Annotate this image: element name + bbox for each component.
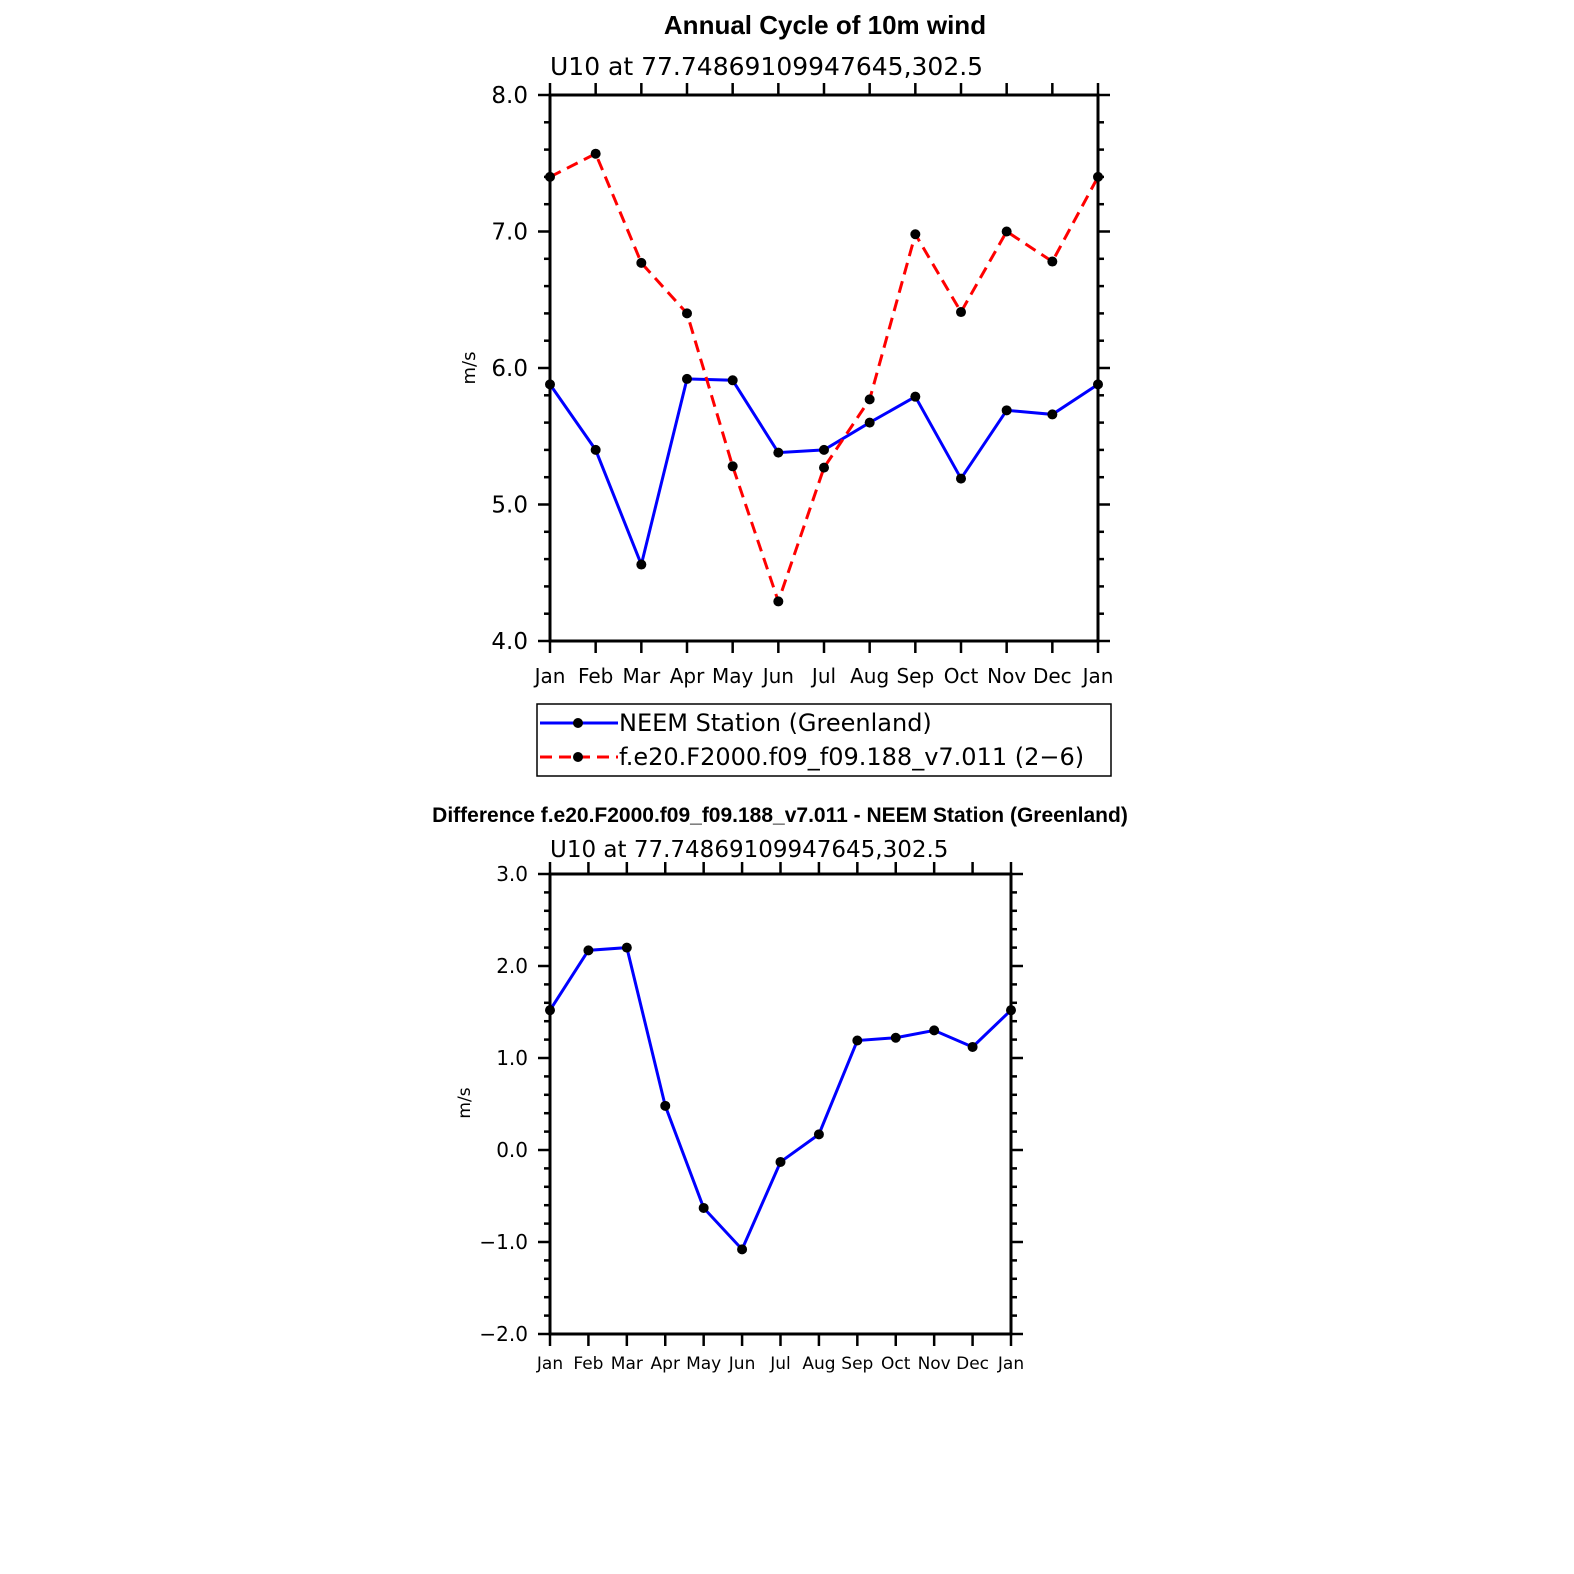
y-tick-label: 1.0 — [496, 1046, 528, 1070]
legend-label-neem: NEEM Station (Greenland) — [619, 709, 932, 737]
data-point-0 — [819, 444, 829, 455]
data-point-0 — [967, 1041, 978, 1052]
x-tick-label: Jan — [1081, 664, 1114, 688]
data-point-1 — [819, 462, 829, 473]
x-tick-label: Apr — [651, 1354, 680, 1374]
data-point-0 — [813, 1129, 824, 1140]
x-tick-label: Nov — [987, 664, 1026, 688]
chart-subtitle: U10 at 77.74869109947645,302.5 — [550, 52, 983, 81]
x-tick-labels: Jan Feb Mar Apr May Jun Jul Aug Sep Oct Nov Dec Jan — [536, 1354, 1024, 1374]
data-point-0 — [727, 375, 738, 386]
data-point-1 — [682, 308, 692, 319]
x-tick-label: May — [712, 664, 754, 688]
x-tick-label: Apr — [670, 664, 705, 688]
data-point-0 — [890, 1032, 901, 1043]
y-tick-label: 0.0 — [496, 1138, 528, 1162]
x-tick-labels: Jan Feb Mar Apr May Jun Jul Aug Sep Oct Nov Dec Jan — [533, 664, 1114, 688]
data-point-1 — [590, 148, 601, 159]
x-tick-label: Mar — [611, 1354, 643, 1374]
data-point-0 — [682, 373, 692, 384]
data-point-0 — [773, 447, 784, 458]
x-tick-label: May — [686, 1354, 721, 1374]
legend-marker-model — [573, 752, 583, 762]
y-tick-label: 7.0 — [491, 220, 528, 246]
x-tick-label: Dec — [1033, 664, 1072, 688]
series-line-1 — [549, 151, 1100, 607]
x-tick-label: Oct — [944, 664, 979, 688]
y-tick-label: 3.0 — [496, 862, 528, 886]
data-point-1 — [864, 394, 875, 405]
data-point-0 — [737, 1244, 748, 1255]
x-tick-label: Aug — [850, 664, 889, 688]
legend-box — [536, 703, 1112, 777]
x-tick-label: Feb — [573, 1354, 603, 1374]
y-axis-label: m/s — [455, 1087, 475, 1118]
difference-chart: Difference f.e20.F2000.f09_f09.188_v7.01… — [432, 804, 1128, 1374]
chart-title: Annual Cycle of 10m wind — [664, 10, 986, 40]
x-tick-label: Jan — [536, 1354, 563, 1374]
x-tick-label: Jun — [728, 1354, 756, 1374]
x-tick-label: Jul — [810, 664, 836, 688]
y-tick-labels: −2.0 −1.0 0.0 1.0 2.0 3.0 — [479, 862, 528, 1346]
data-point-0 — [956, 473, 966, 484]
x-tick-label: Feb — [578, 664, 613, 688]
y-tick-label: 5.0 — [491, 493, 528, 519]
tick-marks — [538, 862, 1023, 1346]
legend-marker-neem — [573, 718, 583, 728]
x-tick-label: Jun — [761, 664, 794, 688]
data-point-1 — [956, 307, 966, 318]
legend-label-model: f.e20.F2000.f09_f09.188_v7.011 (2−6) — [619, 743, 1084, 771]
data-point-0 — [1001, 405, 1012, 416]
legend: NEEM Station (Greenland) f.e20.F2000.f09… — [536, 703, 1112, 777]
y-tick-label: 6.0 — [491, 356, 528, 382]
x-tick-label: Mar — [622, 664, 661, 688]
data-point-0 — [660, 1100, 671, 1111]
data-points — [545, 148, 1103, 607]
annual-cycle-chart: Annual Cycle of 10m wind U10 at 77.74869… — [459, 10, 1114, 777]
data-point-1 — [727, 461, 738, 472]
data-point-0 — [775, 1156, 786, 1167]
plot-frame — [548, 872, 1013, 1336]
y-tick-label: −2.0 — [479, 1322, 528, 1346]
x-tick-label: Aug — [802, 1354, 835, 1374]
data-point-1 — [773, 596, 784, 607]
y-tick-labels: 4.0 5.0 6.0 7.0 8.0 — [491, 83, 528, 655]
data-point-1 — [1001, 226, 1012, 237]
x-tick-label: Sep — [896, 664, 934, 688]
data-point-0 — [621, 942, 632, 953]
y-tick-label: 8.0 — [491, 83, 528, 109]
chart-subtitle: U10 at 77.74869109947645,302.5 — [550, 837, 948, 863]
series-line-0 — [548, 946, 1013, 1253]
chart-title: Difference f.e20.F2000.f09_f09.188_v7.01… — [432, 804, 1128, 827]
y-tick-label: 4.0 — [491, 629, 528, 655]
y-tick-label: −1.0 — [479, 1230, 528, 1254]
data-point-0 — [698, 1202, 709, 1213]
data-point-0 — [583, 945, 594, 956]
tick-marks — [538, 83, 1110, 653]
series-lines — [548, 151, 1100, 607]
data-point-0 — [852, 1035, 863, 1046]
data-point-0 — [1047, 409, 1058, 420]
data-point-0 — [590, 444, 601, 455]
data-point-0 — [864, 417, 875, 428]
data-point-0 — [636, 559, 647, 570]
data-point-0 — [929, 1025, 940, 1036]
plot-frame — [548, 93, 1100, 643]
data-points — [545, 942, 1016, 1255]
data-point-1 — [636, 257, 647, 268]
x-tick-label: Jan — [997, 1354, 1024, 1374]
x-tick-label: Nov — [918, 1354, 951, 1374]
x-tick-label: Sep — [841, 1354, 873, 1374]
data-point-1 — [910, 229, 921, 240]
x-tick-label: Oct — [881, 1354, 911, 1374]
x-tick-label: Jan — [533, 664, 566, 688]
y-tick-label: 2.0 — [496, 954, 528, 978]
x-tick-label: Dec — [956, 1354, 989, 1374]
data-point-0 — [910, 391, 921, 402]
y-axis-label: m/s — [459, 352, 480, 385]
x-tick-label: Jul — [769, 1354, 791, 1374]
series-lines — [548, 946, 1013, 1253]
data-point-1 — [1047, 256, 1058, 267]
